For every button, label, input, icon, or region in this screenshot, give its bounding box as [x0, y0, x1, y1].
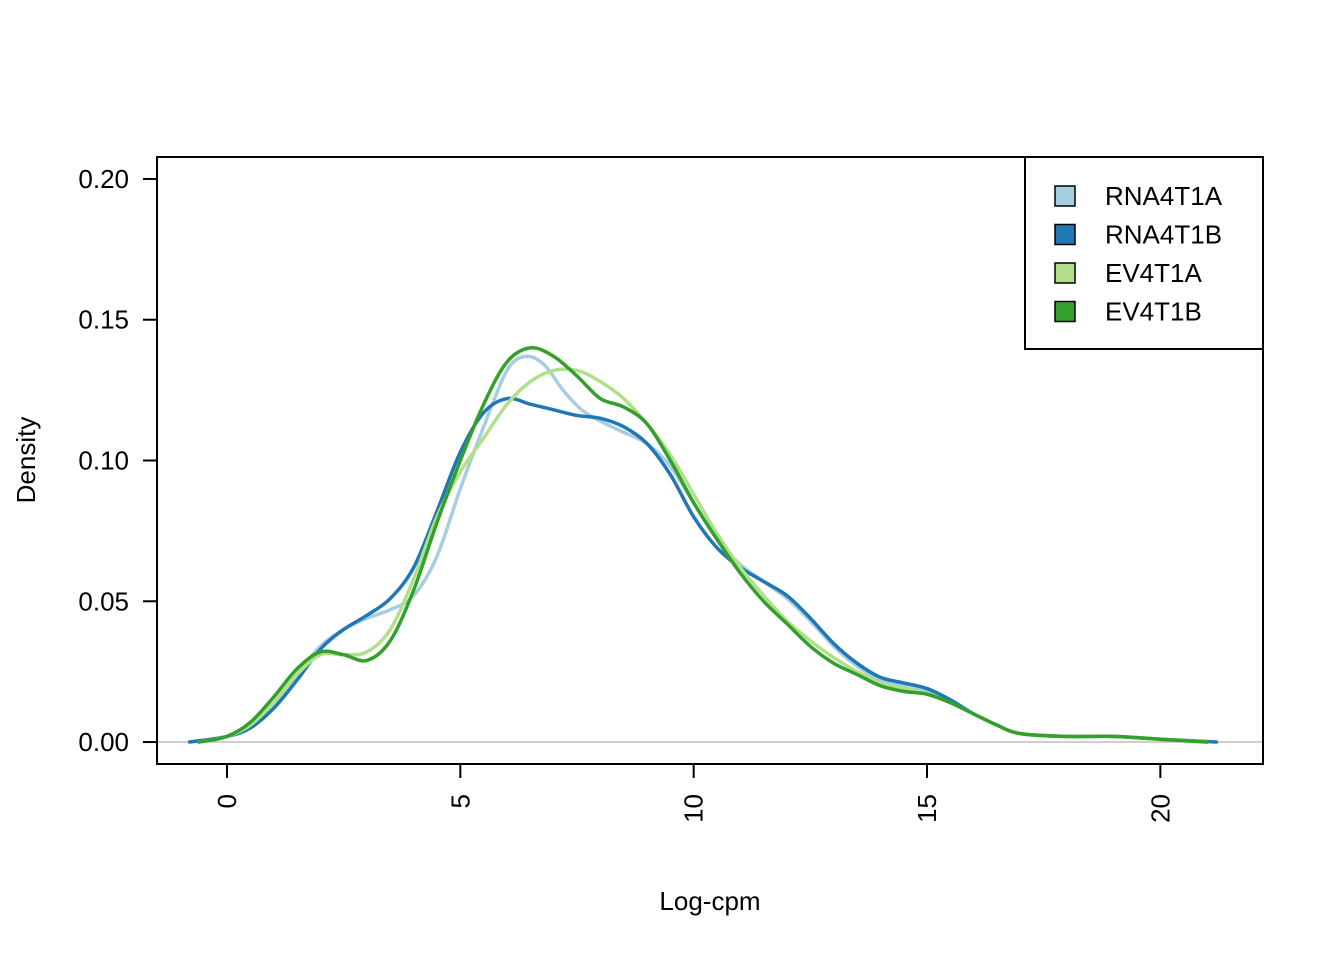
- x-tick-label: 20: [1145, 794, 1175, 823]
- legend-label-rna4t1b: RNA4T1B: [1105, 220, 1222, 250]
- legend-label-ev4t1a: EV4T1A: [1105, 258, 1202, 288]
- x-tick-label: 15: [912, 794, 942, 823]
- legend-swatch-ev4t1b: [1054, 300, 1076, 323]
- legend: RNA4T1A RNA4T1B EV4T1A EV4T1B: [1024, 156, 1264, 350]
- x-axis-title: Log-cpm: [659, 886, 760, 916]
- y-tick-label: 0.05: [78, 586, 129, 616]
- y-axis-title: Density: [11, 417, 41, 504]
- series-line-ev4t1a: [197, 367, 1209, 744]
- legend-label-rna4t1a: RNA4T1A: [1105, 181, 1223, 211]
- series-line-rna4t1b: [187, 396, 1219, 744]
- series-line-ev4t1b: [197, 346, 1209, 744]
- x-tick-label: 5: [445, 794, 475, 808]
- legend-swatch-rna4t1a: [1054, 185, 1076, 207]
- x-tick-label: 0: [212, 794, 242, 808]
- y-tick-label: 0.10: [78, 446, 129, 476]
- series-layer: [187, 346, 1219, 744]
- legend-label-ev4t1b: EV4T1B: [1105, 297, 1202, 327]
- y-tick-label: 0.00: [78, 727, 129, 757]
- legend-swatch-ev4t1a: [1054, 262, 1076, 284]
- y-tick-label: 0.15: [78, 305, 129, 335]
- x-axis: 0 5 10 15 20: [212, 763, 1175, 823]
- legend-swatch-rna4t1b: [1054, 223, 1076, 246]
- y-axis: 0.00 0.05 0.10 0.15 0.20: [78, 164, 158, 757]
- y-tick-label: 0.20: [78, 164, 129, 194]
- x-tick-label: 10: [679, 794, 709, 823]
- series-line-rna4t1a: [187, 354, 1209, 744]
